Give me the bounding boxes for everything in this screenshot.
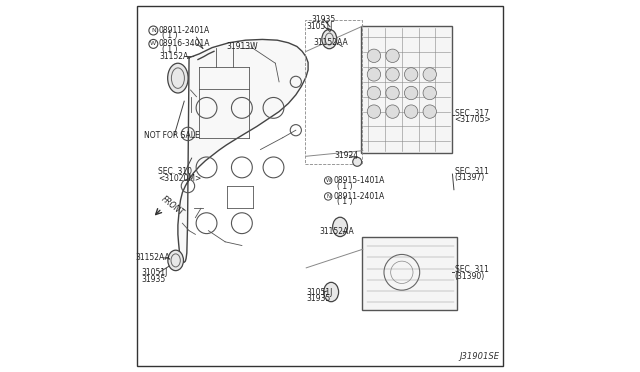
Bar: [361, 26, 452, 153]
Text: <31705>: <31705>: [454, 115, 492, 124]
Text: J31901SE: J31901SE: [460, 352, 499, 361]
Text: 08911-2401A: 08911-2401A: [159, 26, 210, 35]
Ellipse shape: [322, 29, 337, 49]
Text: ( 1 ): ( 1 ): [337, 198, 352, 206]
Text: 31051J: 31051J: [306, 288, 333, 296]
Text: 08915-1401A: 08915-1401A: [333, 176, 385, 185]
Circle shape: [404, 68, 418, 81]
Circle shape: [423, 105, 436, 118]
Text: 08911-2401A: 08911-2401A: [333, 192, 384, 201]
Circle shape: [404, 105, 418, 118]
Text: N: N: [326, 194, 330, 199]
Bar: [362, 237, 457, 310]
Circle shape: [423, 68, 436, 81]
Text: 08916-3401A: 08916-3401A: [159, 39, 211, 48]
Circle shape: [423, 86, 436, 100]
Ellipse shape: [324, 282, 339, 302]
Text: ( 1 ): ( 1 ): [163, 31, 178, 40]
Text: 31152AA: 31152AA: [314, 38, 348, 47]
Text: 31935: 31935: [141, 275, 166, 283]
Circle shape: [404, 86, 418, 100]
Bar: [305, 20, 362, 164]
Ellipse shape: [333, 217, 348, 237]
Circle shape: [386, 68, 399, 81]
Circle shape: [367, 105, 381, 118]
Circle shape: [367, 86, 381, 100]
Text: (31390): (31390): [454, 272, 485, 280]
Circle shape: [386, 86, 399, 100]
Circle shape: [386, 49, 399, 62]
Text: NOT FOR SALE: NOT FOR SALE: [145, 131, 200, 140]
Circle shape: [353, 157, 362, 166]
Text: <31020M>: <31020M>: [158, 174, 202, 183]
Text: FRONT: FRONT: [159, 195, 186, 218]
Text: N: N: [151, 28, 156, 33]
Text: 31913W: 31913W: [227, 42, 258, 51]
Text: W: W: [325, 178, 331, 183]
Circle shape: [367, 68, 381, 81]
Text: 31051J: 31051J: [141, 268, 168, 277]
Text: SEC. 310: SEC. 310: [158, 167, 192, 176]
Ellipse shape: [168, 250, 184, 271]
Text: SEC. 317: SEC. 317: [454, 109, 489, 118]
Text: 31152AA: 31152AA: [136, 253, 171, 262]
Text: W: W: [150, 41, 156, 46]
Circle shape: [367, 49, 381, 62]
Text: (31397): (31397): [454, 173, 485, 182]
Text: 31152AA: 31152AA: [319, 227, 354, 236]
Circle shape: [386, 105, 399, 118]
Text: SEC. 311: SEC. 311: [454, 167, 488, 176]
Text: 31051J: 31051J: [306, 22, 333, 31]
Text: SEC. 311: SEC. 311: [454, 265, 488, 274]
Text: ( 1 ): ( 1 ): [163, 45, 178, 54]
Ellipse shape: [168, 63, 188, 93]
Text: 31152A: 31152A: [159, 52, 188, 61]
Text: ( 1 ): ( 1 ): [337, 182, 352, 190]
Polygon shape: [178, 39, 308, 262]
Text: 31924: 31924: [335, 151, 359, 160]
Text: 31935: 31935: [312, 15, 336, 24]
Text: 31935: 31935: [306, 294, 330, 303]
